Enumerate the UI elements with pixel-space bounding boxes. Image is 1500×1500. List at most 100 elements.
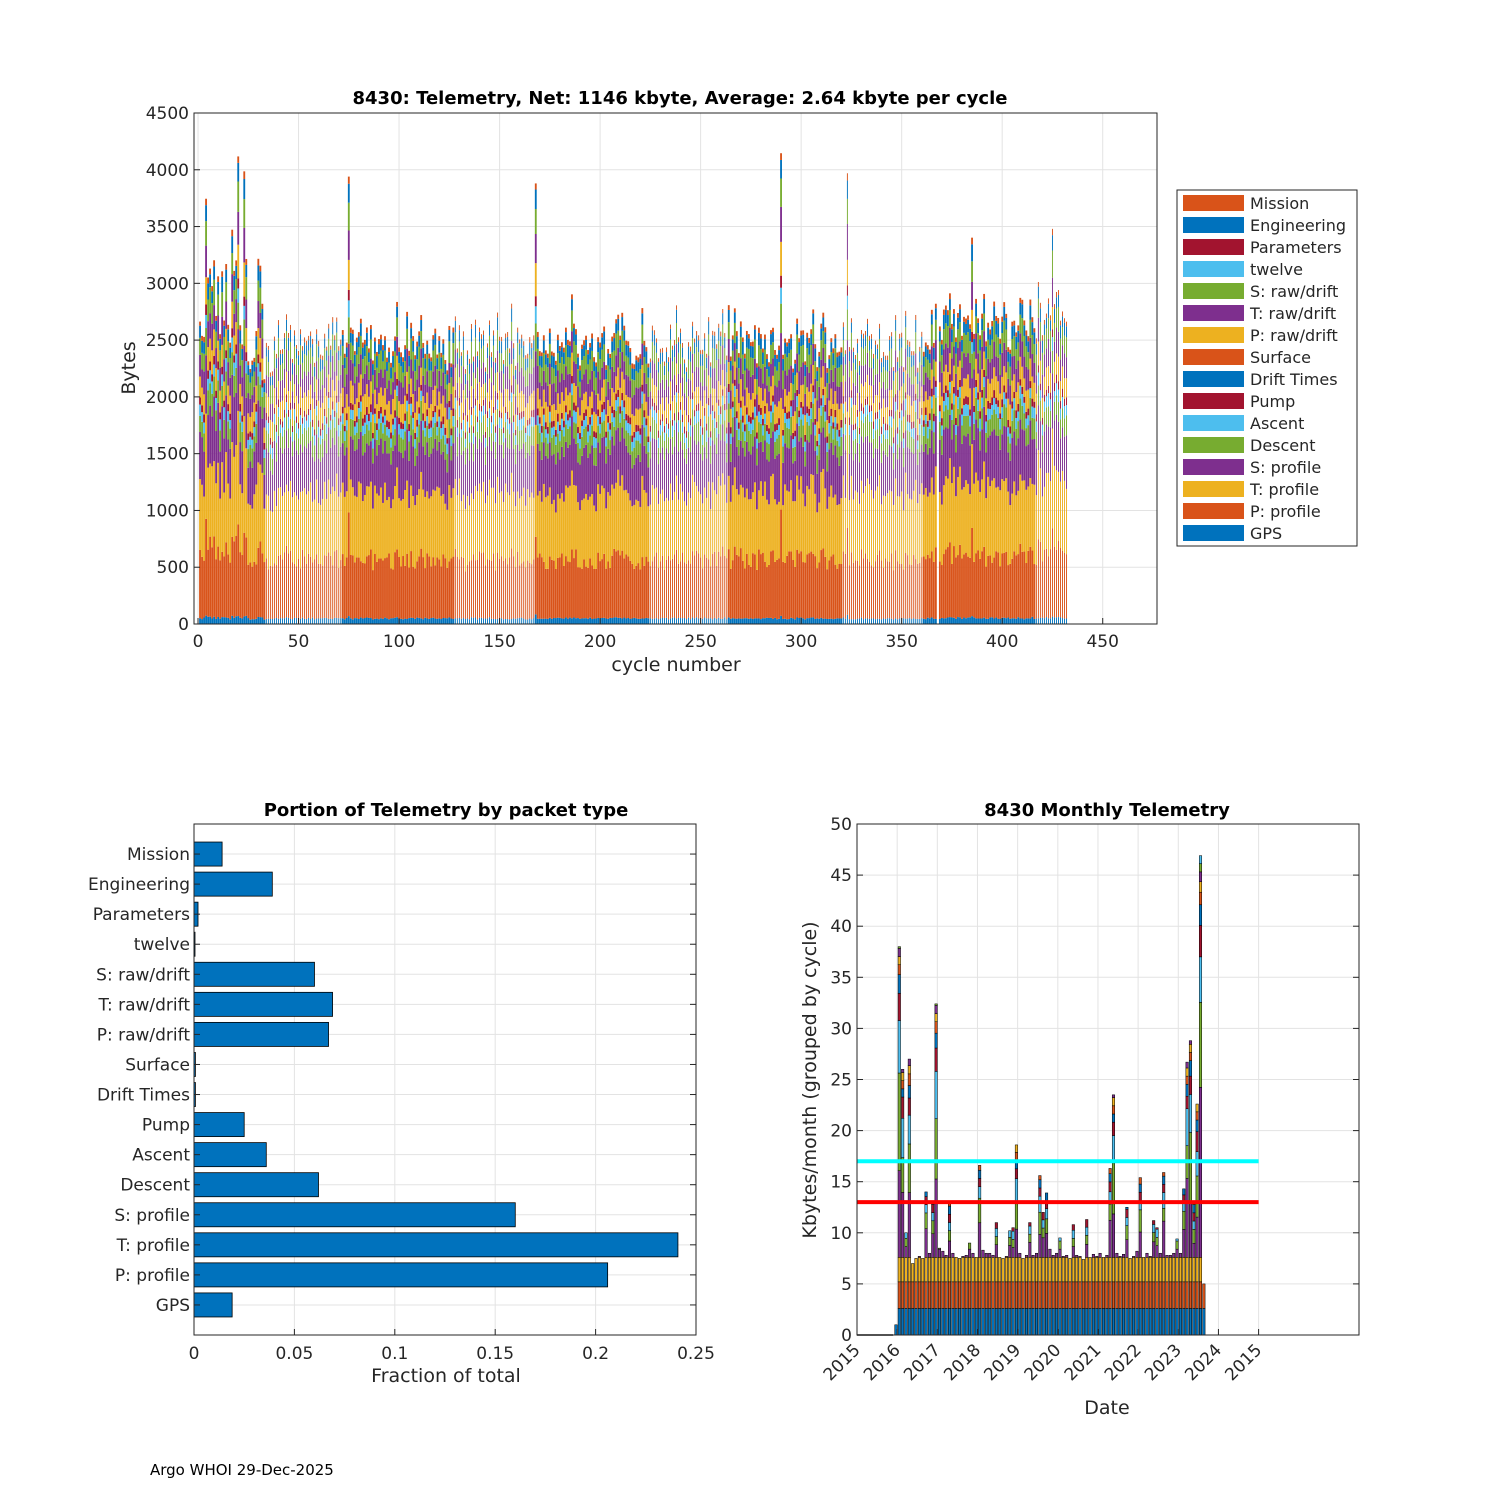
- c1-bar-segment: [873, 618, 874, 624]
- c1-bar-segment: [758, 345, 760, 367]
- c1-bar-segment: [609, 357, 612, 370]
- c1-bar-segment: [434, 490, 437, 566]
- c1-bar-segment: [361, 359, 364, 379]
- c1-bar-segment: [343, 407, 346, 426]
- c1-bar-segment: [470, 414, 472, 426]
- c1-bar-segment: [802, 446, 805, 494]
- c1-bar-segment: [452, 556, 455, 619]
- c1-bar-segment: [949, 542, 951, 618]
- c1-bar-segment: [229, 420, 232, 429]
- c1-bar-segment: [961, 618, 963, 624]
- c1-bar-segment: [316, 334, 318, 345]
- c1-bar-segment: [503, 373, 505, 390]
- c1-bar-segment: [768, 376, 770, 392]
- c1-bar-segment: [298, 364, 300, 385]
- c1-bar-segment: [712, 482, 714, 555]
- c1-bar-segment: [380, 334, 382, 340]
- c1-bar-segment: [581, 348, 583, 361]
- c1-bar-segment: [277, 416, 279, 436]
- c1-bar-segment: [959, 414, 961, 467]
- c1-bar-segment: [951, 341, 953, 359]
- c1-bar-segment: [938, 618, 941, 624]
- c1-bar-segment: [834, 367, 837, 392]
- c1-bar-segment: [1021, 304, 1024, 319]
- c1-bar-segment: [731, 560, 734, 619]
- c1-bar-segment: [955, 337, 957, 342]
- c1-bar-segment: [668, 386, 669, 404]
- c1-bar-segment: [402, 619, 405, 624]
- c1-bar-segment: [645, 363, 648, 384]
- c1-bar-segment: [639, 387, 642, 409]
- c1-bar-segment: [470, 493, 472, 561]
- c1-bar-segment: [515, 365, 517, 370]
- c1-bar-segment: [856, 392, 858, 410]
- c1-bar-segment: [850, 318, 852, 323]
- c1-bar-segment: [265, 375, 267, 394]
- c1-bar-segment: [961, 408, 963, 415]
- c1-bar-segment: [255, 403, 258, 412]
- c1-bar-segment: [448, 419, 451, 439]
- c1-bar-segment: [828, 423, 831, 434]
- c1-bar-segment: [534, 183, 537, 190]
- c1-bar-segment: [261, 309, 264, 320]
- c1-bar-segment: [932, 342, 935, 348]
- c1-bar-segment: [955, 395, 957, 419]
- c1-bar-segment: [802, 618, 805, 624]
- c1-bar-segment: [298, 422, 300, 429]
- c1-bar-segment: [743, 389, 746, 406]
- c1-bar-segment: [772, 401, 774, 413]
- c1-bar-segment: [863, 413, 864, 424]
- c1-bar-segment: [762, 435, 764, 452]
- c1-bar-segment: [856, 338, 858, 344]
- c1-bar-segment: [542, 483, 545, 562]
- c1-bar-segment: [546, 353, 549, 358]
- c1-bar-segment: [915, 479, 917, 560]
- c1-bar-segment: [714, 411, 716, 419]
- c1-bar-segment: [922, 356, 925, 367]
- c1-bar-segment: [778, 453, 780, 502]
- c1-bar-segment: [641, 324, 644, 344]
- c1-bar-segment: [328, 328, 330, 339]
- c1-bar-segment: [550, 405, 553, 422]
- c1-bar-segment: [708, 481, 710, 560]
- c1-bar-segment: [796, 372, 799, 390]
- c1-bar-segment: [680, 343, 681, 365]
- c1-bar-segment: [384, 369, 386, 389]
- c1-bar-segment: [907, 340, 909, 345]
- c1-bar-segment: [436, 557, 439, 619]
- c1-bar-segment: [556, 433, 559, 453]
- c1-bar-segment: [436, 618, 439, 624]
- c1-bar-segment: [388, 400, 390, 422]
- c1-bar-segment: [867, 435, 868, 479]
- c1-bar-segment: [760, 481, 762, 555]
- c1-bar-segment: [704, 487, 706, 555]
- c1-bar-segment: [895, 550, 897, 619]
- c1-bar-segment: [296, 450, 297, 496]
- c1-bar-segment: [334, 340, 336, 351]
- c1-bar-segment: [680, 401, 681, 410]
- c1-bar-segment: [983, 546, 986, 618]
- c1-bar-segment: [241, 451, 244, 494]
- c1-bar-segment: [446, 443, 449, 455]
- c1-bar-segment: [999, 566, 1002, 619]
- c1-bar-segment: [428, 556, 431, 619]
- c1-bar-segment: [828, 496, 831, 561]
- c1-bar-segment: [991, 414, 994, 432]
- c1-bar-segment: [977, 353, 979, 374]
- c1-bar-segment: [213, 461, 216, 537]
- c1-bar-segment: [267, 495, 269, 570]
- c1-bar-segment: [374, 423, 376, 440]
- c1-bar-segment: [932, 494, 935, 562]
- c1-bar-segment: [852, 619, 854, 624]
- c1-bar-segment: [629, 397, 632, 418]
- c1-bar-segment: [591, 414, 593, 426]
- c1-bar-segment: [1005, 349, 1008, 373]
- c1-bar-segment: [938, 491, 941, 562]
- c1-bar-segment: [818, 386, 821, 409]
- c1-bar-segment: [686, 381, 688, 398]
- c1-bar-segment: [414, 466, 417, 506]
- c1-bar-segment: [731, 417, 734, 438]
- c1-bar-segment: [883, 367, 885, 383]
- c1-bar-segment: [1013, 618, 1016, 624]
- c1-bar-segment: [818, 502, 821, 563]
